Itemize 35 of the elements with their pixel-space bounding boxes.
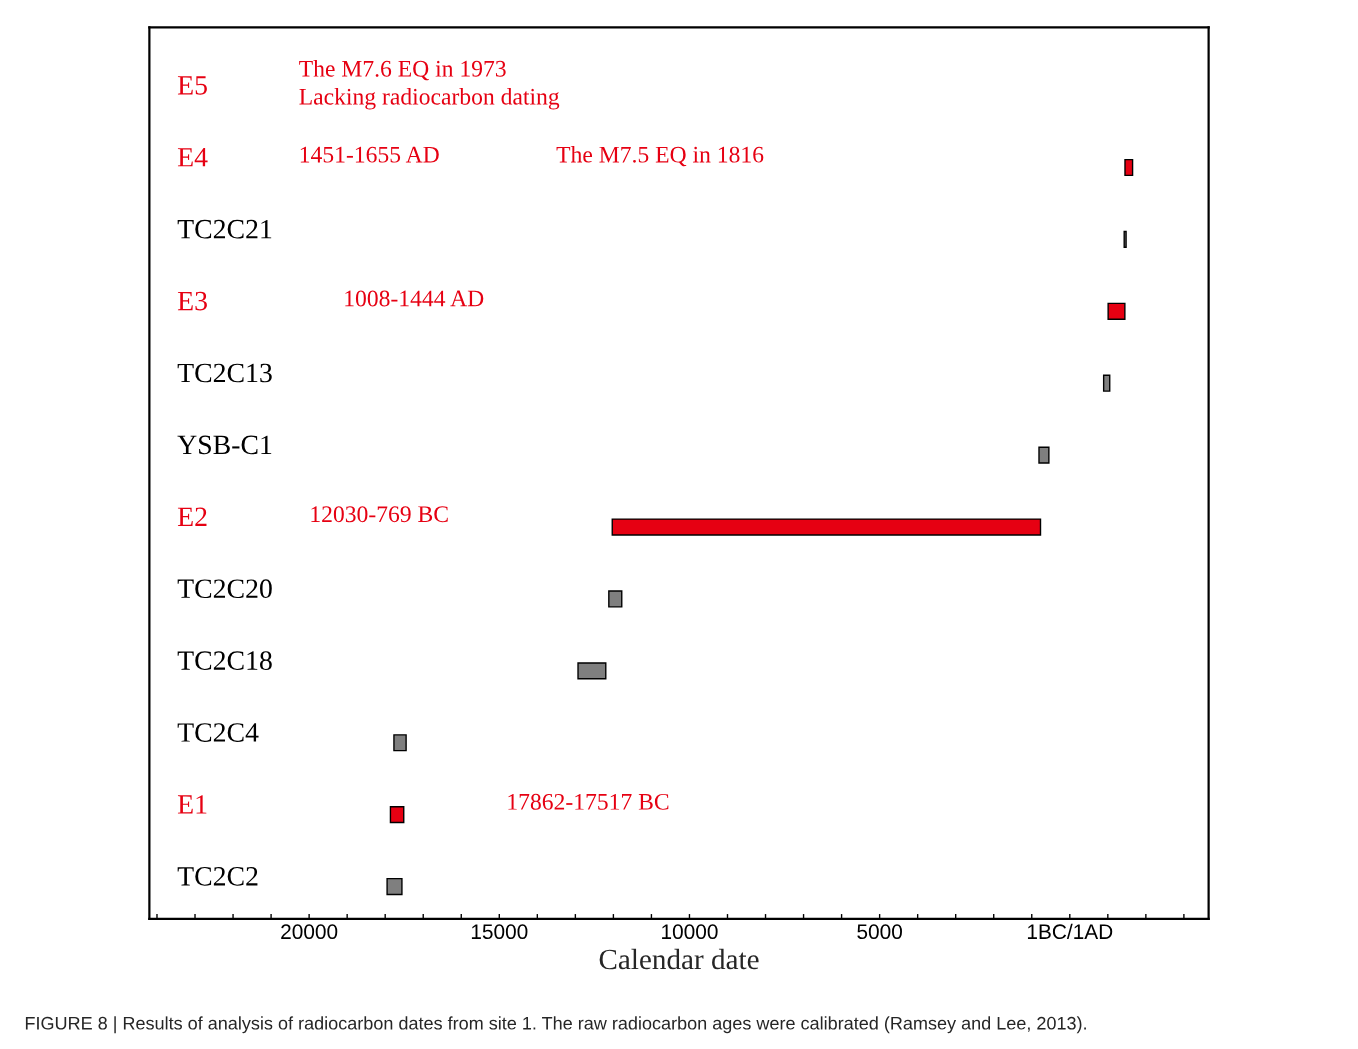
bar <box>389 806 405 824</box>
x-tick-label: 15000 <box>471 924 528 940</box>
bar <box>393 734 407 752</box>
bar <box>1124 158 1134 177</box>
annotation: 17862-17517 BC <box>508 793 669 810</box>
annotation: The M7.6 EQ in 1973 Lacking radiocarbon dating <box>299 60 560 110</box>
annotation: The M7.5 EQ in 1816 <box>556 146 764 167</box>
annotation: 12030-769 BC <box>311 506 448 523</box>
y-tick-label: TC2C2 <box>177 867 258 886</box>
y-tick-label: TC2C4 <box>177 723 259 742</box>
bar <box>1038 446 1050 464</box>
y-tick-label: E2 <box>177 507 207 526</box>
caption: FIGURE 8 | Results of analysis of radiocarbon dates from site 1. The raw radiocarbon ages were calibrated (Ramsey and Lee, 2013). <box>25 1016 1086 1034</box>
bar <box>611 518 1042 536</box>
bar <box>1107 302 1126 320</box>
bar <box>1102 374 1111 392</box>
x-tick-label: 5000 <box>857 924 902 940</box>
y-tick-label: YSB-C1 <box>177 435 272 455</box>
x-axis-title: Calendar date <box>599 948 759 970</box>
y-tick-label: E5 <box>177 76 207 95</box>
y-tick-label: TC2C21 <box>177 219 272 239</box>
x-tick-label: 20000 <box>281 924 338 940</box>
y-tick-label: TC2C20 <box>177 579 272 599</box>
y-tick-label: TC2C18 <box>177 651 272 670</box>
annotation: 1451-1655 AD <box>300 146 439 163</box>
y-tick-label: E3 <box>177 291 207 311</box>
bar <box>608 590 623 608</box>
bar <box>386 877 403 896</box>
bar <box>577 662 607 680</box>
y-tick-label: TC2C13 <box>177 363 272 383</box>
y-tick-label: E4 <box>177 148 208 167</box>
y-tick-label: E1 <box>177 795 207 814</box>
x-tick-label: 10000 <box>662 924 718 940</box>
annotation: 1008-1444 AD <box>345 290 484 307</box>
x-tick-label: 1BC/1AD <box>1027 923 1113 940</box>
